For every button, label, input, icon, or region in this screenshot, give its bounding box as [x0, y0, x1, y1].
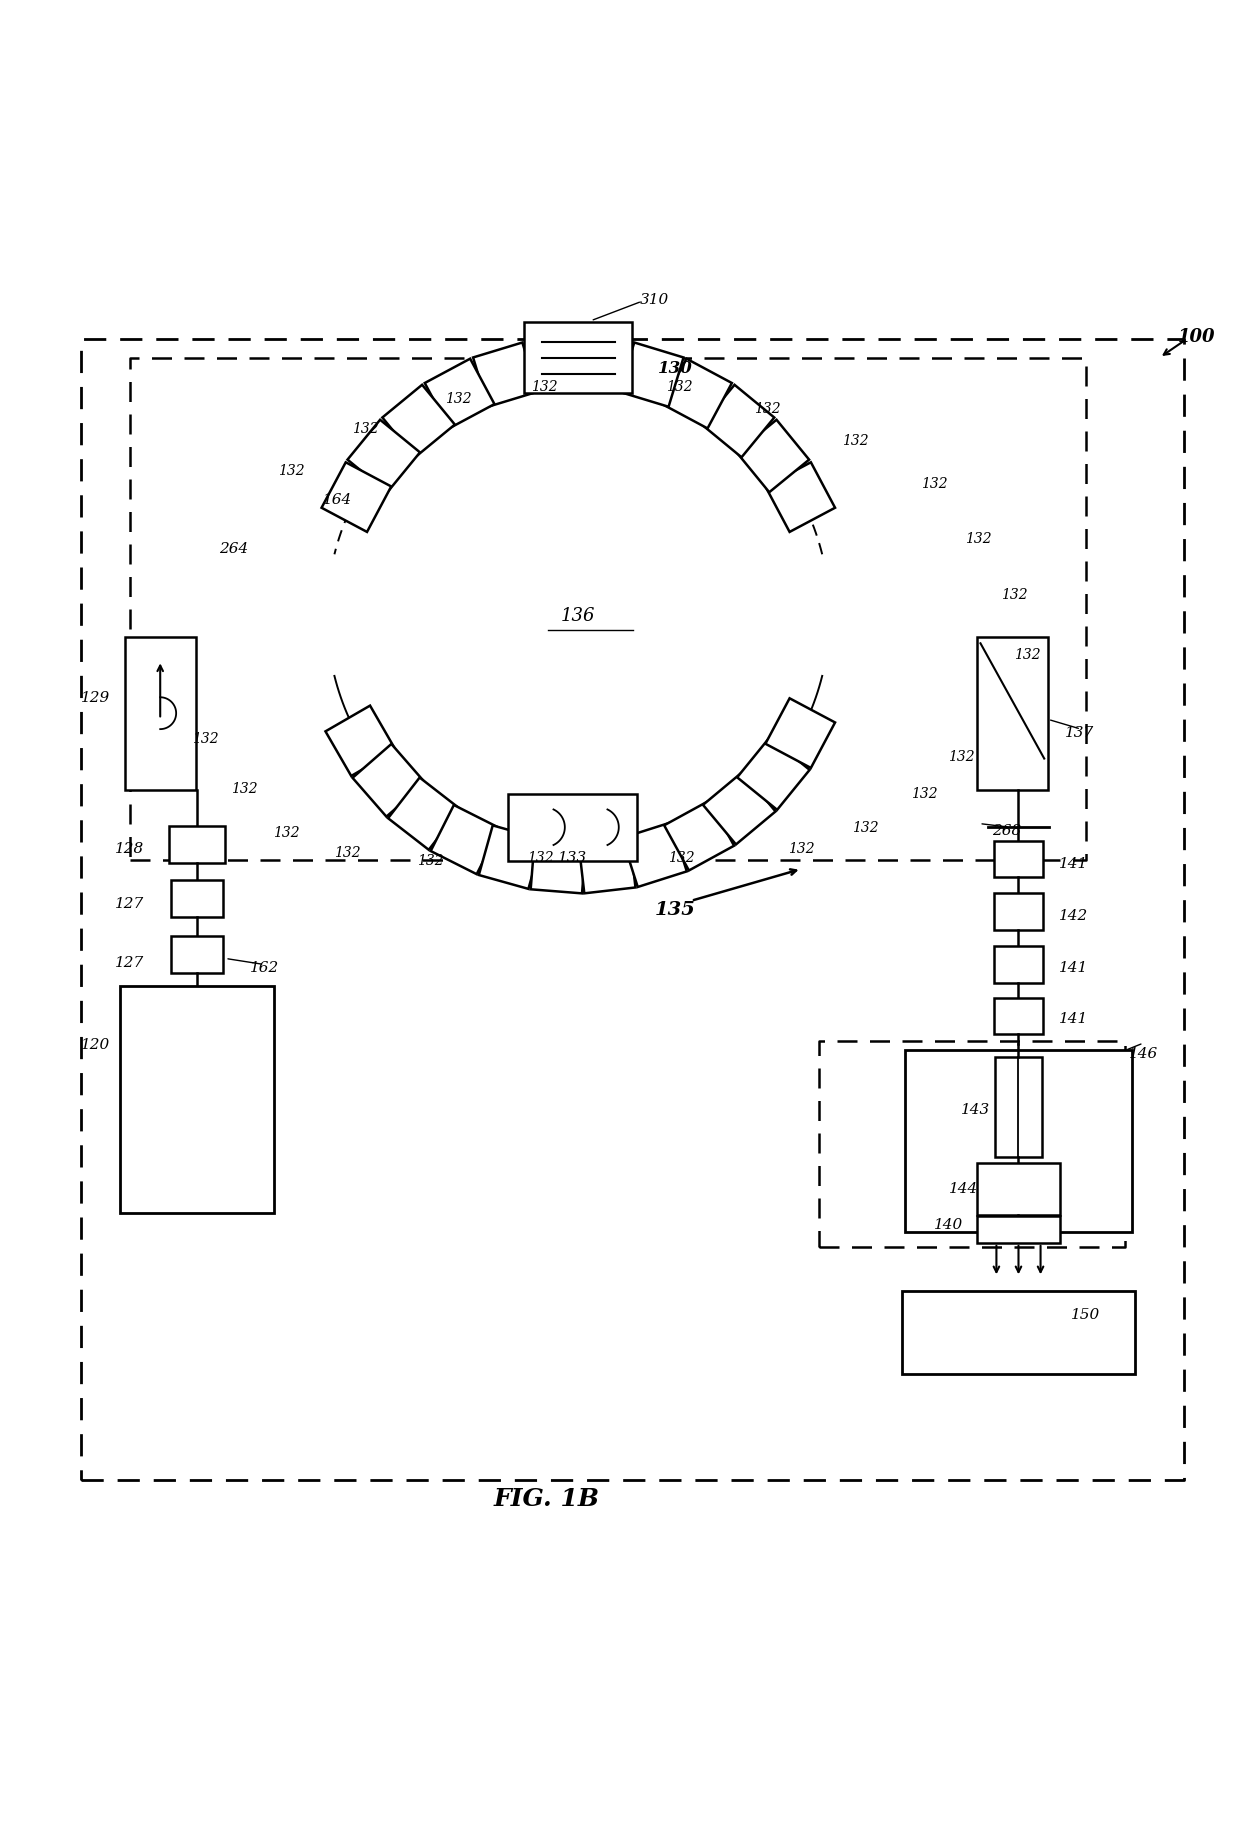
- Bar: [977, 1216, 1060, 1244]
- Text: 141: 141: [1059, 960, 1089, 975]
- Text: 133: 133: [558, 850, 587, 865]
- Bar: [977, 638, 1048, 790]
- Text: 264: 264: [219, 542, 248, 555]
- Text: 135: 135: [655, 901, 696, 920]
- Polygon shape: [662, 359, 732, 429]
- Text: 132: 132: [417, 854, 443, 868]
- Polygon shape: [430, 806, 500, 874]
- Text: FIG. 1B: FIG. 1B: [494, 1486, 599, 1510]
- Bar: [901, 1292, 1135, 1374]
- Text: 129: 129: [81, 691, 110, 705]
- Text: 130: 130: [657, 359, 693, 377]
- Text: 127: 127: [115, 896, 144, 911]
- Text: 132: 132: [531, 379, 557, 394]
- Bar: [905, 1052, 1132, 1233]
- Text: 141: 141: [1059, 1011, 1089, 1026]
- Text: 140: 140: [934, 1218, 963, 1231]
- Text: 132: 132: [666, 379, 692, 394]
- Polygon shape: [737, 421, 810, 493]
- Text: 132: 132: [273, 826, 300, 839]
- Text: 132: 132: [192, 731, 219, 746]
- Polygon shape: [526, 337, 582, 394]
- Polygon shape: [425, 359, 495, 429]
- Polygon shape: [619, 343, 683, 407]
- Text: 141: 141: [1059, 856, 1089, 870]
- Polygon shape: [575, 337, 631, 394]
- Polygon shape: [531, 839, 587, 894]
- Text: 164: 164: [324, 493, 352, 506]
- Bar: [170, 826, 224, 863]
- Bar: [994, 998, 1043, 1035]
- Text: 150: 150: [1071, 1308, 1101, 1321]
- Polygon shape: [321, 463, 391, 533]
- Text: 120: 120: [81, 1037, 110, 1052]
- Text: 142: 142: [1059, 909, 1089, 923]
- Polygon shape: [479, 826, 542, 889]
- Bar: [994, 841, 1043, 878]
- Bar: [120, 986, 274, 1213]
- Text: 132: 132: [920, 476, 947, 491]
- Polygon shape: [665, 801, 734, 870]
- Text: 132: 132: [910, 786, 937, 801]
- Text: 146: 146: [1128, 1046, 1158, 1061]
- Text: 132: 132: [232, 782, 258, 795]
- Bar: [977, 1163, 1060, 1215]
- Bar: [996, 1057, 1042, 1158]
- Text: 132: 132: [1002, 588, 1028, 603]
- Text: 132: 132: [668, 850, 694, 865]
- Polygon shape: [765, 698, 835, 768]
- Text: 132: 132: [842, 434, 869, 447]
- Text: 132: 132: [278, 463, 305, 478]
- Polygon shape: [702, 385, 774, 458]
- Text: 100: 100: [1178, 328, 1215, 346]
- Text: 132: 132: [445, 392, 471, 407]
- Text: 128: 128: [115, 841, 144, 856]
- Polygon shape: [325, 705, 396, 777]
- Text: 137: 137: [1065, 725, 1095, 738]
- Polygon shape: [622, 823, 687, 887]
- Polygon shape: [382, 385, 455, 458]
- Bar: [525, 322, 632, 394]
- Bar: [994, 894, 1043, 931]
- Polygon shape: [578, 837, 635, 894]
- Text: 143: 143: [961, 1103, 991, 1118]
- Text: 132: 132: [754, 401, 780, 416]
- Text: 132: 132: [352, 421, 378, 436]
- Text: 132: 132: [1014, 649, 1040, 661]
- Polygon shape: [347, 421, 420, 493]
- Text: 132: 132: [789, 841, 815, 856]
- Text: 132: 132: [527, 850, 553, 865]
- Text: 162: 162: [249, 960, 279, 975]
- Text: 132: 132: [965, 531, 991, 546]
- Text: 136: 136: [560, 606, 595, 625]
- Polygon shape: [388, 779, 460, 850]
- Bar: [994, 947, 1043, 984]
- Polygon shape: [352, 744, 425, 817]
- Text: 132: 132: [852, 821, 878, 835]
- Bar: [171, 881, 223, 918]
- Polygon shape: [737, 738, 810, 810]
- Polygon shape: [703, 773, 775, 845]
- Text: 310: 310: [640, 293, 668, 306]
- Text: 132: 132: [335, 845, 361, 859]
- Polygon shape: [765, 463, 835, 533]
- Text: 144: 144: [949, 1182, 978, 1194]
- Bar: [125, 638, 196, 790]
- Text: 132: 132: [947, 749, 975, 764]
- Polygon shape: [474, 343, 537, 407]
- Text: 268: 268: [992, 823, 1021, 837]
- Bar: [171, 936, 223, 973]
- Bar: [508, 793, 636, 861]
- Text: 127: 127: [115, 956, 144, 969]
